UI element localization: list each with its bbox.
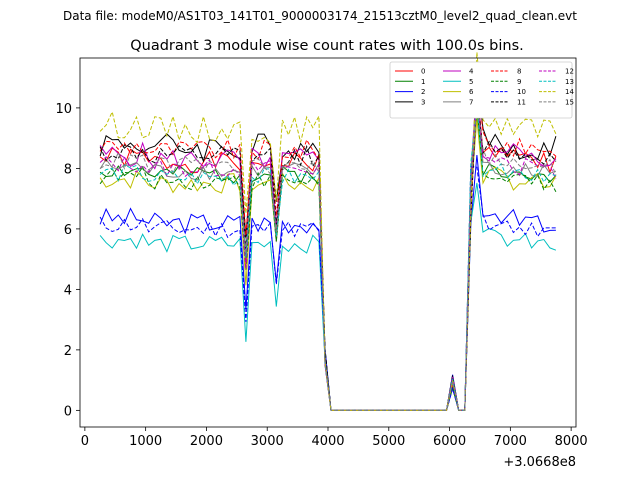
y-tick-label: 2 xyxy=(64,344,72,359)
legend-entry-label: 5 xyxy=(469,78,473,86)
chart-title: Quadrant 3 module wise count rates with … xyxy=(130,38,524,54)
series-line-8 xyxy=(99,77,557,411)
legend-box xyxy=(389,61,573,119)
x-tick-label: 4000 xyxy=(311,434,344,449)
x-tick-label: 1000 xyxy=(129,434,162,449)
x-tick-label: 6000 xyxy=(433,434,466,449)
series-line-2 xyxy=(99,154,556,411)
x-tick-label: 8000 xyxy=(555,434,588,449)
y-axis: 0 2 4 6 8 10 xyxy=(55,102,80,419)
x-axis: 0 1000 2000 3000 4000 5000 6000 7000 8000 xyxy=(81,427,588,449)
series-line-13 xyxy=(99,104,557,411)
legend-entry-label: 6 xyxy=(469,88,474,96)
x-tick-label: 7000 xyxy=(494,434,527,449)
legend-entry-label: 11 xyxy=(517,98,526,106)
series-line-10 xyxy=(99,165,556,411)
series-line-12 xyxy=(99,99,557,411)
x-tick-label: 2000 xyxy=(190,434,223,449)
legend-entry-label: 8 xyxy=(517,68,521,76)
y-tick-label: 4 xyxy=(64,283,72,298)
chart-suptitle: Data file: modeM0/AS1T03_141T01_90000031… xyxy=(63,9,577,23)
legend-entry-label: 7 xyxy=(469,98,473,106)
x-tick-label: 3000 xyxy=(251,434,284,449)
legend-entry-label: 12 xyxy=(565,68,574,76)
series-line-1 xyxy=(99,110,557,411)
series-line-11 xyxy=(99,90,557,411)
legend-entry-label: 0 xyxy=(421,68,425,76)
x-axis-offset-label: +3.0668e8 xyxy=(503,455,576,470)
x-tick-label: 5000 xyxy=(372,434,405,449)
legend-entry-label: 13 xyxy=(565,78,574,86)
y-tick-label: 0 xyxy=(64,404,72,419)
series-line-9 xyxy=(99,104,557,411)
legend-entry-label: 10 xyxy=(517,88,526,96)
series-line-15 xyxy=(99,102,557,411)
legend-entry-label: 15 xyxy=(565,98,574,106)
x-tick-label: 0 xyxy=(81,434,89,449)
y-tick-label: 8 xyxy=(64,162,72,177)
y-tick-label: 6 xyxy=(64,223,72,238)
y-tick-label: 10 xyxy=(55,102,72,117)
legend-entry-label: 1 xyxy=(421,78,425,86)
legend-entry-label: 2 xyxy=(421,88,425,96)
legend-entry-label: 4 xyxy=(469,68,474,76)
legend-entry-label: 14 xyxy=(565,88,574,96)
legend-entry-label: 9 xyxy=(517,78,521,86)
legend-entry-label: 3 xyxy=(421,98,425,106)
